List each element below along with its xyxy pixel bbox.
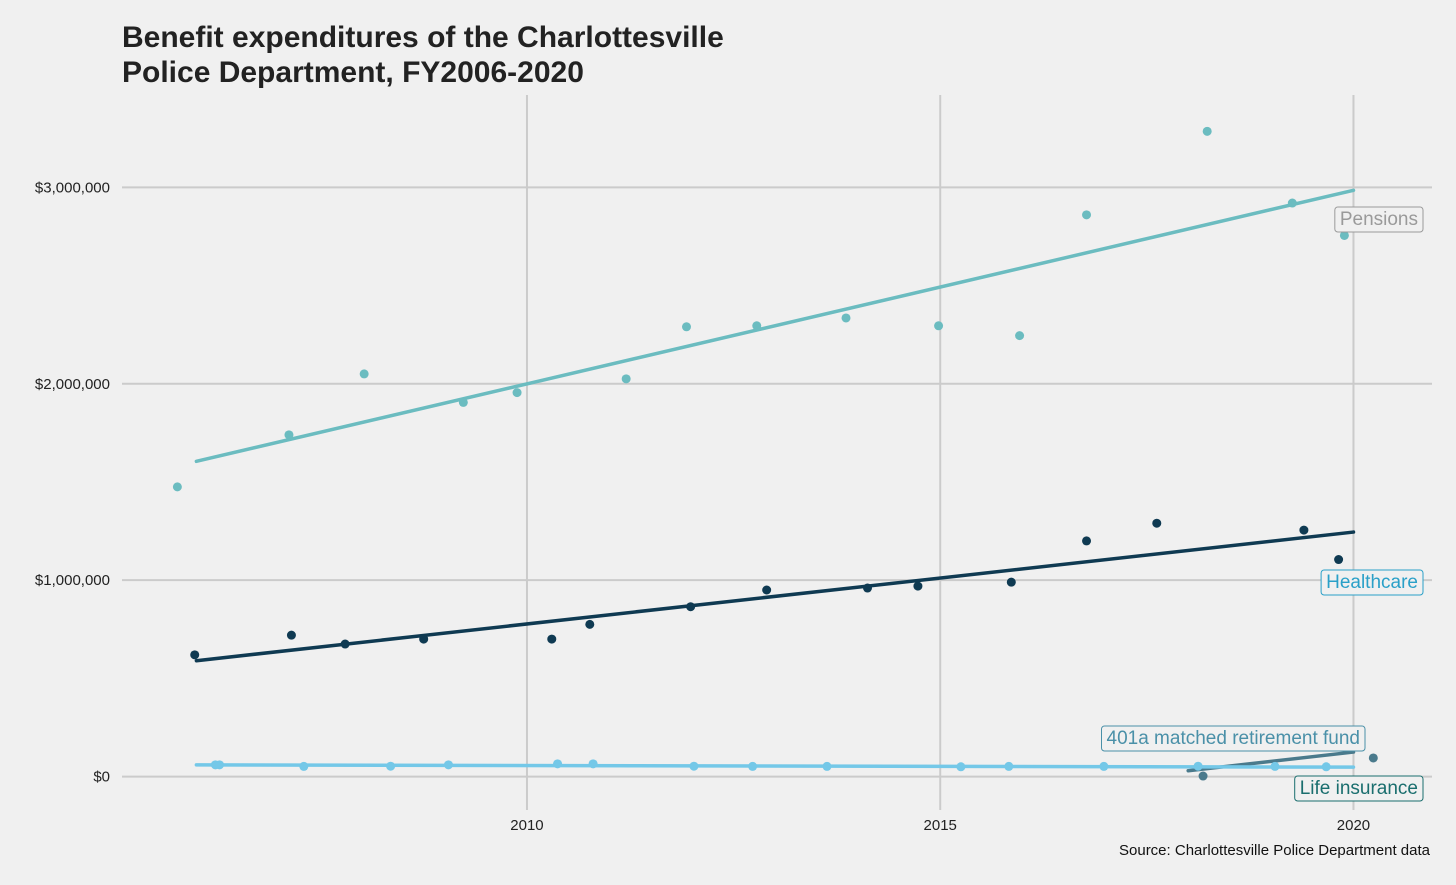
data-point-life-insurance (588, 759, 598, 769)
series-label-text: 401a matched retirement fund (1107, 728, 1361, 749)
chart-title-line-2: Police Department, FY2006-2020 (122, 56, 584, 89)
series-label-text: Pensions (1340, 209, 1418, 230)
series-label-healthcare: Healthcare (1320, 569, 1424, 596)
data-point-life-insurance (1193, 761, 1203, 771)
y-tick-label: $3,000,000 (35, 179, 110, 196)
series-labels: Pensions Healthcare 401a matched retiremen… (1101, 206, 1424, 802)
trend-line-life-insurance (194, 763, 1356, 769)
data-point-healthcare (1082, 536, 1092, 546)
data-point-healthcare (419, 634, 429, 644)
data-point-life-insurance (553, 759, 563, 769)
data-points (172, 126, 1378, 781)
y-tick-label: $2,000,000 (35, 376, 110, 393)
data-point-pensions (1287, 198, 1297, 208)
data-point-pensions (458, 397, 468, 407)
data-point-life-insurance (1004, 761, 1014, 771)
series-label-text: Life insurance (1300, 778, 1418, 799)
trend-line-healthcare (194, 530, 1356, 663)
series-label-401a-matched-retirement-fund: 401a matched retirement fund (1101, 725, 1366, 752)
data-point-healthcare (585, 619, 595, 629)
data-point-life-insurance (956, 762, 966, 772)
data-point-healthcare (1334, 555, 1344, 565)
x-tick-label: 2010 (510, 817, 543, 834)
data-point-life-insurance (443, 760, 453, 770)
x-tick-label: 2020 (1337, 817, 1370, 834)
data-point-pensions (172, 482, 182, 492)
data-point-life-insurance (210, 760, 220, 770)
data-point-pensions (1082, 210, 1092, 220)
series-label-box (1294, 775, 1424, 802)
data-point-healthcare (547, 634, 557, 644)
trend-lines (194, 188, 1356, 773)
data-point-healthcare (340, 639, 350, 649)
data-point-healthcare (1152, 518, 1162, 528)
data-point-healthcare (913, 581, 923, 591)
data-point-pensions (284, 430, 294, 440)
y-tick-label: $1,000,000 (35, 572, 110, 589)
data-point-life-insurance (822, 761, 832, 771)
data-point-401a-matched-retirement-fund (1198, 771, 1208, 781)
source-note: Source: Charlottesville Police Departmen… (1119, 842, 1430, 859)
data-point-pensions (841, 313, 851, 323)
data-point-healthcare (286, 630, 296, 640)
chart-title: Benefit expenditures of the Charlottesvi… (122, 20, 724, 90)
trend-line-pensions (194, 188, 1356, 464)
data-point-pensions (621, 374, 631, 384)
data-point-life-insurance (386, 761, 396, 771)
series-label-box (1101, 725, 1366, 752)
data-point-healthcare (1299, 525, 1309, 535)
data-point-life-insurance (748, 761, 758, 771)
data-point-healthcare (190, 650, 200, 660)
x-tick-label: 2015 (924, 817, 957, 834)
data-point-pensions (681, 322, 691, 332)
y-tick-label: $0 (93, 769, 110, 786)
data-point-pensions (1015, 331, 1025, 341)
data-point-healthcare (863, 583, 873, 593)
data-point-pensions (1202, 126, 1212, 136)
series-label-box (1334, 206, 1424, 233)
chart-title-line-1: Benefit expenditures of the Charlottesvi… (122, 21, 724, 54)
data-point-healthcare (1006, 577, 1016, 587)
data-point-pensions (512, 388, 522, 398)
series-label-text: Healthcare (1326, 572, 1418, 593)
data-point-pensions (359, 369, 369, 379)
data-point-healthcare (686, 602, 696, 612)
data-point-life-insurance (299, 761, 309, 771)
gridlines (122, 95, 1432, 810)
data-point-life-insurance (689, 761, 699, 771)
data-point-life-insurance (1321, 762, 1331, 772)
data-point-401a-matched-retirement-fund (1368, 753, 1378, 763)
data-point-pensions (752, 321, 762, 331)
data-point-life-insurance (1099, 761, 1109, 771)
axis-tick-labels: $0 $1,000,000 $2,000,000 $3,000,000 2010 2015… (35, 179, 1370, 834)
series-label-life-insurance: Life insurance (1294, 775, 1424, 802)
series-label-box (1320, 569, 1424, 596)
data-point-life-insurance (1270, 761, 1280, 771)
data-point-pensions (1339, 230, 1349, 240)
data-point-pensions (934, 321, 944, 331)
data-point-healthcare (762, 585, 772, 595)
series-label-pensions: Pensions (1334, 206, 1424, 233)
